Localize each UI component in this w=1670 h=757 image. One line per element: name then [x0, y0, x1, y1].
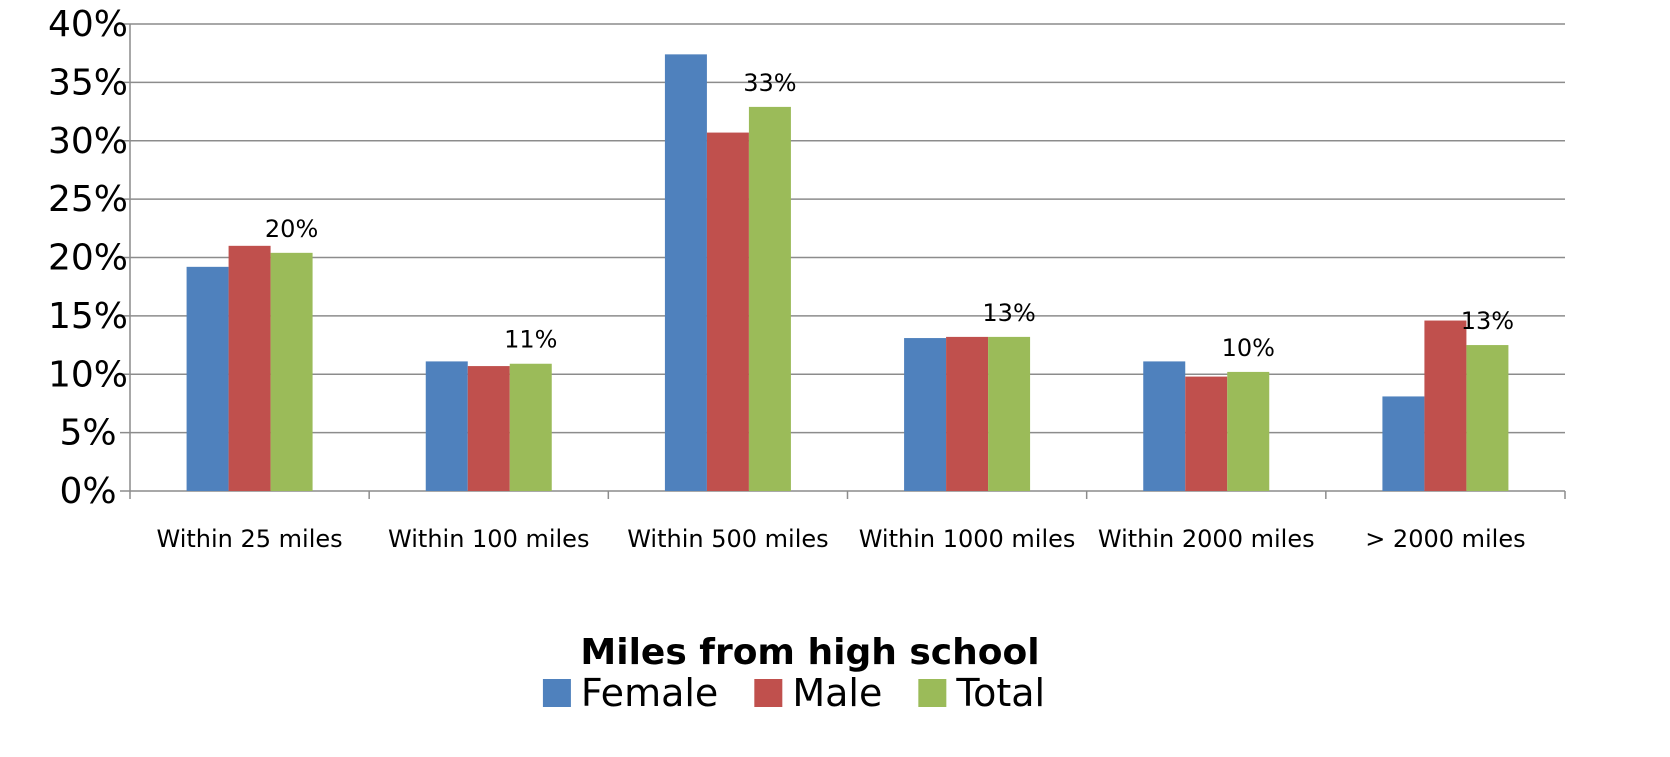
legend-label: Female	[581, 671, 718, 715]
data-label: 20%	[265, 215, 318, 243]
x-tick-labels: Within 25 miles Within 100 miles Within 50…	[157, 525, 1526, 553]
bar-male	[1424, 320, 1467, 491]
y-tick-label: 20%	[48, 238, 128, 279]
gridlines	[130, 23, 1565, 434]
bar-total	[1466, 345, 1509, 491]
bar-female	[186, 266, 229, 491]
bar-female	[1382, 396, 1425, 491]
bar-female	[904, 338, 947, 491]
y-tick-label: 15%	[48, 296, 128, 337]
y-tick-labels: 0% 5% 10% 15% 20% 25% 30% 35% 40%	[48, 4, 128, 512]
bar-male	[706, 132, 749, 491]
y-tick-label: 0%	[59, 471, 116, 512]
x-axis-title: Miles from high school	[580, 632, 1039, 673]
x-tick-label: Within 1000 miles	[859, 525, 1076, 553]
bar-total	[509, 363, 552, 491]
legend: Female Male Total	[542, 671, 1045, 715]
legend-swatch-female	[542, 679, 571, 707]
data-label: 11%	[504, 326, 557, 354]
bar-total	[1227, 371, 1270, 491]
bars	[186, 54, 1509, 491]
bar-male	[1185, 376, 1228, 491]
legend-label: Total	[955, 671, 1045, 715]
data-label: 10%	[1222, 334, 1275, 362]
y-tick-label: 10%	[48, 354, 128, 395]
bar-female	[1143, 361, 1186, 491]
y-tick-label: 40%	[48, 4, 128, 45]
bar-total	[988, 336, 1031, 491]
bar-female	[664, 54, 707, 491]
legend-label: Male	[792, 671, 882, 715]
bar-male	[228, 245, 271, 491]
x-tick-label: Within 500 miles	[627, 525, 828, 553]
data-labels: 20% 11% 33% 13% 10% 13%	[265, 69, 1514, 362]
x-tick-label: Within 2000 miles	[1098, 525, 1315, 553]
axes	[120, 23, 1566, 499]
y-tick-label: 5%	[59, 413, 116, 454]
y-tick-label: 25%	[48, 179, 128, 220]
x-tick-label: Within 100 miles	[388, 525, 589, 553]
bar-male	[946, 336, 989, 491]
data-label: 13%	[1461, 307, 1514, 335]
legend-swatch-total	[918, 679, 947, 707]
data-label: 13%	[982, 299, 1035, 327]
y-tick-label: 35%	[48, 62, 128, 103]
bar-female	[425, 361, 468, 491]
y-tick-label: 30%	[48, 121, 128, 162]
x-tick-label: > 2000 miles	[1365, 525, 1525, 553]
bar-total	[270, 252, 313, 491]
data-label: 33%	[743, 69, 796, 97]
x-tick-label: Within 25 miles	[157, 525, 343, 553]
bar-male	[467, 366, 510, 491]
legend-swatch-male	[754, 679, 783, 707]
bar-total	[748, 106, 791, 491]
